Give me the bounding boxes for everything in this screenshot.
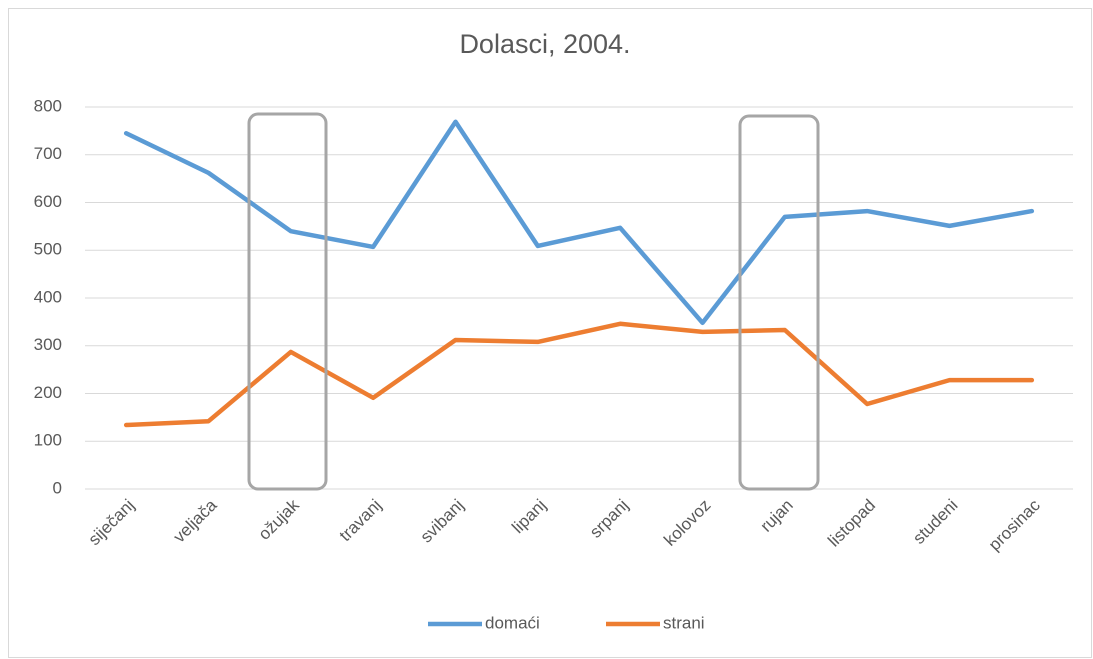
y-tick-label: 400 [34, 287, 62, 306]
highlight-box [247, 112, 328, 491]
y-tick-label: 700 [34, 144, 62, 163]
chart-border [8, 8, 1092, 658]
data-line [123, 321, 1035, 428]
y-tick-label: 200 [34, 383, 62, 402]
y-tick-label: 0 [53, 478, 62, 497]
highlight-box [738, 114, 820, 491]
y-tick-label: 500 [34, 240, 62, 259]
y-tick-label: 100 [34, 431, 62, 450]
y-tick-label: 600 [34, 192, 62, 211]
y-tick-label: 300 [34, 335, 62, 354]
data-line [123, 119, 1035, 326]
legend-label: strani [663, 613, 705, 632]
y-tick-label: 800 [34, 96, 62, 115]
legend-label: domaći [485, 613, 540, 632]
chart-title: Dolasci, 2004. [459, 29, 630, 59]
